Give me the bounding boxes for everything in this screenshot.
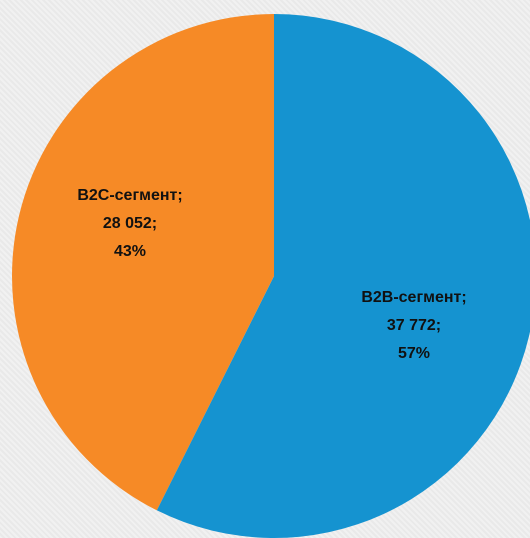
pie-label-b2b: B2B-сегмент; 37 772; 57% xyxy=(361,289,466,362)
pie-label-b2c: B2C-сегмент; 28 052; 43% xyxy=(77,187,182,260)
pie-label-percent: 43% xyxy=(114,243,146,260)
pie-label-percent: 57% xyxy=(398,345,430,362)
pie-label-name: B2B-сегмент; xyxy=(361,289,466,306)
pie-slices xyxy=(11,14,530,538)
pie-label-value: 28 052; xyxy=(103,215,157,232)
pie-labels: B2B-сегмент; 37 772; 57% B2C-сегмент; 28 052… xyxy=(77,187,466,362)
pie-slice-b2b xyxy=(156,14,530,538)
pie-label-value: 37 772; xyxy=(387,317,441,334)
pie-slice-b2c xyxy=(11,14,274,511)
pie-label-name: B2C-сегмент; xyxy=(77,187,182,204)
